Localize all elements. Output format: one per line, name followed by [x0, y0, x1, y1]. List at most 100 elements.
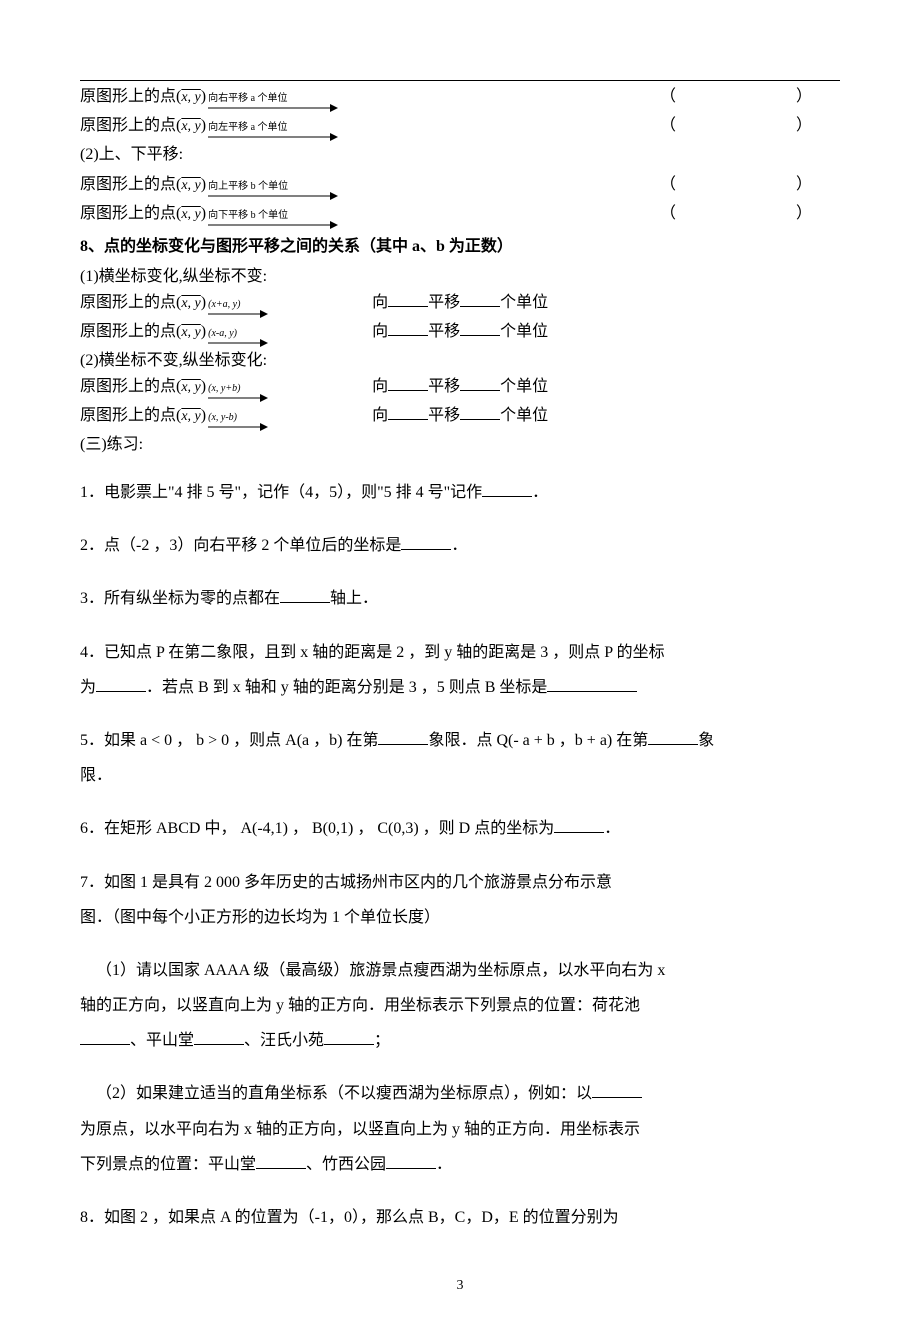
xy-overline: x, y: [181, 175, 200, 196]
close-paren: ): [201, 375, 206, 399]
q4-c: ．若点 B 到 x 轴和 y 轴的距离分别是 3 ，5 则点 B 坐标是: [146, 679, 547, 696]
close-paren: ): [201, 173, 206, 197]
arrow-icon: [208, 394, 268, 402]
blank: [460, 291, 500, 307]
q5-b: 象限．点 Q(- a + b ，b + a) 在第: [428, 732, 648, 749]
prefix-text: 原图形上的点(: [80, 320, 181, 344]
q7-2c: 下列景点的位置：平山堂: [80, 1156, 256, 1173]
blank: [460, 404, 500, 420]
close-paren: ): [201, 85, 206, 109]
practice-title: (三)练习:: [80, 433, 840, 457]
rhs-pre: 向: [372, 404, 388, 428]
rhs-mid: 平移: [428, 375, 460, 399]
rhs-mid: 平移: [428, 404, 460, 428]
arrow-label: (x, y-b): [208, 413, 237, 423]
xy-overline: x, y: [181, 87, 200, 108]
question-6: 6．在矩形 ABCD 中， A(-4,1) ， B(0,1) ， C(0,3) …: [80, 811, 840, 846]
arrow-right-a: 向右平移 a 个单位: [208, 94, 338, 112]
arrow-icon: [208, 133, 338, 141]
xy-overline: x, y: [181, 406, 200, 427]
q5-a: 5．如果 a < 0 ， b > 0 ，则点 A(a ，b) 在第: [80, 732, 378, 749]
blank: [592, 1082, 642, 1098]
arrow-down-b: 向下平移 b 个单位: [208, 211, 338, 229]
arrow-label: 向右平移 a 个单位: [208, 94, 287, 104]
arrow-label: 向左平移 a 个单位: [208, 123, 287, 133]
page-number: 3: [80, 1275, 840, 1296]
question-7-1: （1）请以国家 AAAA 级（最高级）旅游景点瘦西湖为坐标原点，以水平向右为 x…: [80, 953, 840, 1059]
q7-1c1: 、平山堂: [130, 1032, 194, 1049]
subtitle: (2)横坐标不变,纵坐标变化:: [80, 349, 267, 373]
xy-overline: x, y: [181, 322, 200, 343]
blank: [324, 1029, 374, 1045]
q7-2e: ．: [436, 1156, 452, 1173]
arrow-coord3: (x, y+b): [208, 384, 268, 402]
blank: [280, 587, 330, 603]
question-5: 5．如果 a < 0 ， b > 0 ，则点 A(a ，b) 在第 象限．点 Q(…: [80, 723, 840, 793]
q8-text: 8．如图 2 ，如果点 A 的位置为（-1，0），那么点 B，C，D，E 的位置…: [80, 1209, 619, 1226]
close-paren: ): [201, 291, 206, 315]
result-paren: （）: [660, 173, 840, 197]
rhs-pre: 向: [372, 375, 388, 399]
q4-a: 4．已知点 P 在第二象限，且到 x 轴的距离是 2 ，到 y 轴的距离是 3 …: [80, 644, 665, 661]
blank: [554, 817, 604, 833]
blank: [388, 320, 428, 336]
s8-sub2: (2)横坐标不变,纵坐标变化:: [80, 349, 840, 373]
arrow-coord4: (x, y-b): [208, 413, 268, 431]
xy-overline: x, y: [181, 293, 200, 314]
shift-down-line: 原图形上的点( x, y ) 向下平移 b 个单位 （）: [80, 202, 840, 229]
q7-b: 图．（图中每个小正方形的边长均为 1 个单位长度）: [80, 909, 440, 926]
question-1: 1．电影票上"4 排 5 号"，记作（4，5），则"5 排 4 号"记作．: [80, 475, 840, 510]
q1-text: 1．电影票上"4 排 5 号"，记作（4，5），则"5 排 4 号"记作: [80, 484, 482, 501]
q7-1a: （1）请以国家 AAAA 级（最高级）旅游景点瘦西湖为坐标原点，以水平向右为 x: [96, 962, 665, 979]
prefix-text: 原图形上的点(: [80, 404, 181, 428]
prefix-text: 原图形上的点(: [80, 375, 181, 399]
coord-shift-3: 原图形上的点( x, y ) (x, y+b) 向 平移 个单位: [80, 375, 840, 402]
prefix-text: 原图形上的点(: [80, 114, 181, 138]
xy-overline: x, y: [181, 204, 200, 225]
rhs-pre: 向: [372, 291, 388, 315]
question-3: 3．所有纵坐标为零的点都在轴上．: [80, 581, 840, 616]
blank: [547, 676, 637, 692]
blank: [378, 729, 428, 745]
arrow-label: (x, y+b): [208, 384, 240, 394]
prefix-text: 原图形上的点(: [80, 173, 181, 197]
top-rule: [80, 80, 840, 81]
prefix-text: 原图形上的点(: [80, 85, 181, 109]
q7-1b: 轴的正方向，以竖直向上为 y 轴的正方向．用坐标表示下列景点的位置：荷花池: [80, 997, 640, 1014]
arrow-icon: [208, 339, 268, 347]
title-text: 8、点的坐标变化与图形平移之间的关系（其中 a、b 为正数）: [80, 235, 513, 259]
q7-a: 7．如图 1 是具有 2 000 多年历史的古城扬州市区内的几个旅游景点分布示意: [80, 874, 612, 891]
arrow-icon: [208, 192, 338, 200]
blank: [460, 320, 500, 336]
question-4: 4．已知点 P 在第二象限，且到 x 轴的距离是 2 ，到 y 轴的距离是 3 …: [80, 635, 840, 705]
result-paren: （）: [660, 85, 840, 109]
rhs-mid: 平移: [428, 320, 460, 344]
prefix-text: 原图形上的点(: [80, 202, 181, 226]
shift-left-line: 原图形上的点( x, y ) 向左平移 a 个单位 （）: [80, 114, 840, 141]
q7-1c3: ；: [374, 1032, 390, 1049]
blank: [482, 481, 532, 497]
rhs-end: 个单位: [500, 291, 548, 315]
arrow-icon: [208, 310, 268, 318]
close-paren: ): [201, 114, 206, 138]
subtitle: (1)横坐标变化,纵坐标不变:: [80, 265, 267, 289]
close-paren: ): [201, 404, 206, 428]
xy-overline: x, y: [181, 377, 200, 398]
rhs-pre: 向: [372, 320, 388, 344]
prefix-text: 原图形上的点(: [80, 291, 181, 315]
arrow-coord1: (x+a, y): [208, 300, 268, 318]
result-paren: （）: [660, 202, 840, 226]
blank: [648, 729, 698, 745]
q3-text-a: 3．所有纵坐标为零的点都在: [80, 590, 280, 607]
arrow-coord2: (x-a, y): [208, 329, 268, 347]
arrow-label: (x+a, y): [208, 300, 240, 310]
rhs-end: 个单位: [500, 320, 548, 344]
sub2-title: (2)上、下平移:: [80, 143, 840, 167]
arrow-up-b: 向上平移 b 个单位: [208, 182, 338, 200]
result-paren: （）: [660, 114, 840, 138]
q6-b: ．: [604, 820, 620, 837]
coord-shift-1: 原图形上的点( x, y ) (x+a, y) 向 平移 个单位: [80, 291, 840, 318]
coord-shift-2: 原图形上的点( x, y ) (x-a, y) 向 平移 个单位: [80, 320, 840, 347]
q5-d: 限．: [80, 767, 112, 784]
arrow-left-a: 向左平移 a 个单位: [208, 123, 338, 141]
